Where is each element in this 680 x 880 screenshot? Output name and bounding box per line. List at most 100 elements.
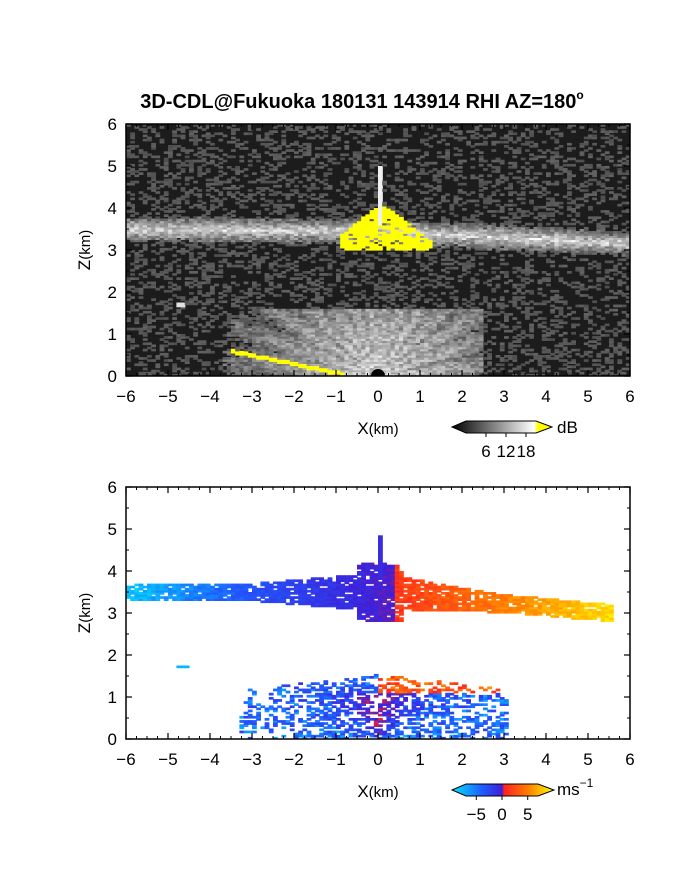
heatmap-cell [466,310,471,314]
heatmap-cell [420,245,425,249]
heatmap-cell [281,235,287,238]
heatmap-cell [386,224,392,228]
heatmap-cell [428,216,434,220]
heatmap-cell [231,226,236,230]
heatmap-cell [428,369,434,373]
heatmap-cell [357,243,362,247]
heatmap-cell [310,363,316,367]
heatmap-cell [327,214,333,217]
heatmap-cell [373,247,379,251]
heatmap-cell [436,235,442,238]
heatmap-cell [189,231,194,234]
heatmap-cell [424,283,429,287]
heatmap-cell [348,178,354,182]
heatmap-cell [210,239,215,243]
heatmap-cell [382,224,387,228]
heatmap-cell [382,220,387,224]
heatmap-cell [231,229,236,232]
heatmap-cell [457,363,463,367]
heatmap-cell [373,218,379,222]
heatmap-cell [163,191,169,194]
heatmap-cell [159,271,165,274]
heatmap-cell [268,331,274,335]
heatmap-cell [336,216,341,220]
heatmap-cell [243,296,249,299]
heatmap-cell [348,323,354,327]
heatmap-cell [445,271,450,274]
heatmap-cell [373,313,379,316]
heatmap-cell [441,132,446,136]
heatmap-cell [378,367,383,371]
heatmap-cell [365,184,371,188]
heatmap-cell [323,231,329,234]
heatmap-cell [340,229,345,232]
heatmap-cell [428,212,434,215]
heatmap-cell [130,180,135,184]
heatmap-cell [445,134,450,138]
heatmap-cell [231,140,236,144]
heatmap-cell [403,151,408,154]
heatmap-cell [323,350,329,354]
heatmap-cell [273,222,278,226]
heatmap-cell [373,336,379,339]
heatmap-cell [189,149,194,152]
heatmap-cell [386,294,392,297]
heatmap-cell [310,371,316,375]
heatmap-cell [424,233,429,236]
heatmap-cell [197,292,203,295]
heatmap-cell [399,245,404,249]
heatmap-cell [218,365,224,369]
heatmap-cell [457,315,463,318]
heatmap-cell [201,237,207,241]
heatmap-cell [205,323,211,327]
heatmap-cell [302,199,308,203]
heatmap-cell [441,134,446,138]
heatmap-cell [180,147,186,150]
heatmap-cell [462,191,467,194]
heatmap-cell [138,172,144,175]
heatmap-cell [247,266,253,270]
heatmap-cell [268,313,274,316]
heatmap-cell [462,338,467,341]
heatmap-cell [336,317,341,320]
heatmap-cell [197,235,203,238]
heatmap-cell [331,134,337,138]
heatmap-cell [184,155,190,159]
heatmap-cell [453,245,459,249]
heatmap-cell [441,346,446,350]
heatmap-cell [172,130,177,133]
heatmap-cell [222,241,228,245]
heatmap-cell [252,262,257,266]
heatmap-cell [411,275,417,278]
heatmap-cell [273,235,278,238]
heatmap-cell [252,327,257,331]
heatmap-cell [441,348,446,352]
heatmap-cell [273,319,278,322]
heatmap-cell [373,334,379,337]
heatmap-cell [168,203,173,207]
heatmap-cell [420,191,425,194]
heatmap-cell [205,178,211,182]
heatmap-cell [315,294,320,297]
heatmap-cell [268,281,274,285]
heatmap-cell [352,321,358,325]
heatmap-cell [411,281,417,285]
heatmap-cell [327,239,333,243]
heatmap-cell [436,229,442,232]
heatmap-cell [348,313,354,316]
heatmap-cell [445,166,450,169]
heatmap-cell [210,262,215,266]
heatmap-cell [436,359,442,362]
heatmap-cell [327,159,333,163]
heatmap-cell [306,367,312,371]
heatmap-cell [163,220,169,224]
heatmap-cell [340,357,345,360]
heatmap-cell [315,369,320,373]
heatmap-cell [168,226,173,230]
heatmap-cell [466,260,471,264]
heatmap-cell [386,289,392,293]
heatmap-cell [239,170,245,173]
heatmap-cell [382,352,387,356]
heatmap-cell [327,241,333,245]
heatmap-cell [147,218,152,222]
